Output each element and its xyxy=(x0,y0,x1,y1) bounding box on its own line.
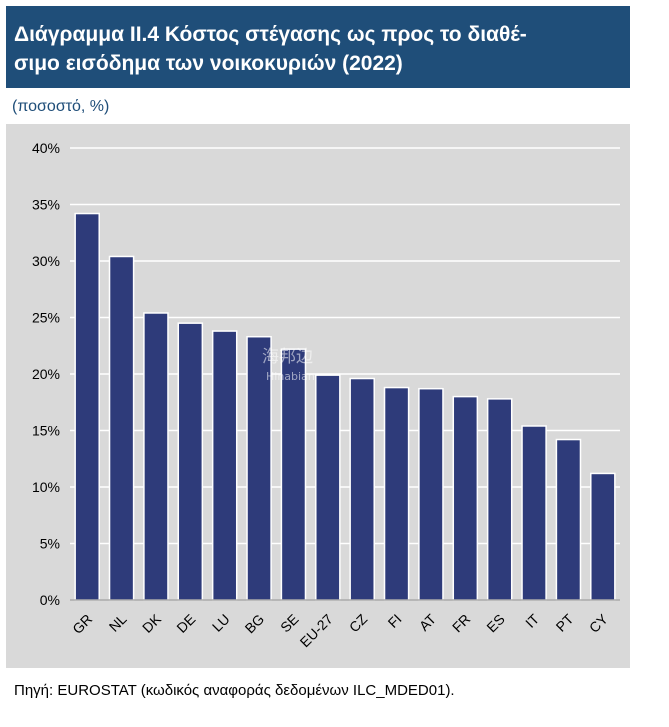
bar-it xyxy=(521,425,547,601)
y-tick-label: 15% xyxy=(32,423,60,439)
chart-unit-subtitle: (ποσοστό, %) xyxy=(12,98,110,115)
chart-title-line-2: σιμο εισόδημα των νοικοκυριών (2022) xyxy=(14,52,403,75)
x-tick-label: NL xyxy=(106,611,130,635)
x-tick-label: DK xyxy=(139,610,165,636)
bar-fi xyxy=(383,386,410,601)
x-tick-label: GR xyxy=(69,611,95,637)
bar-lu xyxy=(211,330,238,601)
source-note: Πηγή: EUROSTAT (κωδικός αναφοράς δεδομέν… xyxy=(14,682,455,699)
bar-dk xyxy=(143,312,169,601)
y-tick-label: 10% xyxy=(32,479,60,495)
bar-cz xyxy=(349,377,375,601)
bar-de xyxy=(177,322,204,601)
y-tick-label: 40% xyxy=(32,140,60,156)
bar-nl xyxy=(108,255,135,601)
x-tick-label: FI xyxy=(385,611,405,631)
y-tick-label: 35% xyxy=(32,197,60,213)
bar-pt xyxy=(555,438,582,601)
watermark-subtext: Hinabian xyxy=(266,370,315,383)
bar-fr xyxy=(452,395,479,601)
x-tick-label: CY xyxy=(586,610,612,636)
y-tick-label: 0% xyxy=(40,592,60,608)
bar-bg xyxy=(246,335,272,601)
x-tick-label: BG xyxy=(242,611,268,637)
y-tick-label: 30% xyxy=(32,253,60,269)
y-tick-label: 20% xyxy=(32,366,60,382)
x-tick-label: EU-27 xyxy=(297,611,337,651)
x-tick-label: DE xyxy=(173,611,198,636)
y-tick-label: 25% xyxy=(32,310,60,326)
x-tick-label: SE xyxy=(277,611,302,636)
bar-gr xyxy=(74,212,100,601)
x-tick-label: PT xyxy=(553,610,577,634)
bar-eu-27 xyxy=(315,374,341,601)
chart-header: Διάγραμμα ΙΙ.4 Κόστος στέγασης ως προς τ… xyxy=(6,6,630,88)
y-tick-label: 5% xyxy=(40,536,60,552)
chart-area: 0% 5% 10% 15% 20% 25% 30% 35% 40% GR NL DK DE LU BG SE E… xyxy=(6,124,630,668)
bar-cy xyxy=(590,472,616,601)
bar-se xyxy=(280,348,307,601)
x-tick-label: FR xyxy=(449,611,474,636)
x-tick-label: CZ xyxy=(346,610,371,635)
bar-es xyxy=(486,398,513,601)
chart-title-line-1: Διάγραμμα ΙΙ.4 Κόστος στέγασης ως προς τ… xyxy=(14,23,527,46)
watermark-text: 海邦边 xyxy=(262,347,313,367)
x-tick-label: LU xyxy=(209,611,233,635)
bar-chart: 0%5%10%15%20%25%30%35%40%GR NL DK DE LU BG SEE… xyxy=(32,140,620,651)
x-tick-label: AT xyxy=(416,610,440,634)
x-tick-label: ES xyxy=(483,611,508,636)
x-tick-label: IT xyxy=(522,610,542,630)
bar-at xyxy=(418,387,444,601)
